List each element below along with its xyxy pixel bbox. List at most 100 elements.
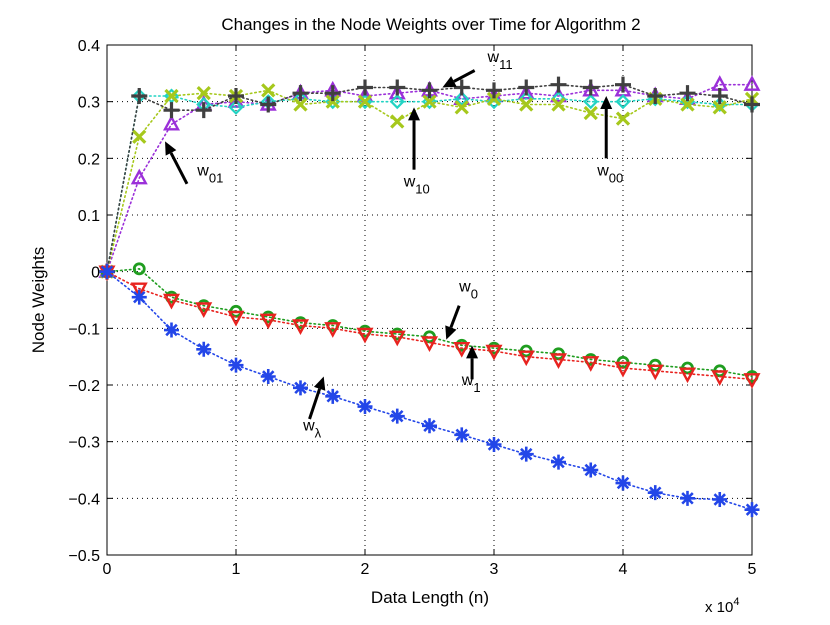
marker-triangle-down <box>711 370 729 387</box>
marker-plus <box>453 79 470 96</box>
marker-x <box>390 114 405 129</box>
marker-circle <box>132 262 146 276</box>
marker-x <box>132 129 147 144</box>
marker-plus <box>679 85 696 102</box>
marker-asterisk <box>325 388 341 404</box>
marker-plus <box>195 102 212 119</box>
marker-asterisk <box>486 437 502 452</box>
marker-plus <box>421 82 438 99</box>
marker-triangle-down <box>324 322 342 338</box>
marker-asterisk <box>422 418 437 434</box>
marker-plus <box>357 79 373 96</box>
annotation-label: w11 <box>487 49 513 72</box>
grid <box>107 45 752 555</box>
marker-asterisk <box>551 454 566 470</box>
x-axis-label: Data Length (n) <box>371 588 489 607</box>
marker-triangle-down <box>517 350 535 367</box>
chart-title: Changes in the Node Weights over Time fo… <box>221 15 640 34</box>
y-tick-label: 0.3 <box>78 95 100 112</box>
marker-plus <box>324 85 341 102</box>
annotation-base: w <box>458 279 471 296</box>
marker-asterisk <box>518 446 534 462</box>
annotation-subscript: 01 <box>209 170 223 185</box>
series-w1 <box>98 265 761 389</box>
arrow-shaft <box>453 69 476 83</box>
arrow-head <box>408 107 421 121</box>
marker-diamond <box>228 99 244 115</box>
marker-triangle-down <box>356 327 374 344</box>
marker-plus <box>615 76 631 93</box>
marker-triangle-up <box>130 168 148 185</box>
annotation-label: w01 <box>196 162 223 185</box>
series-w0 <box>100 262 759 383</box>
marker-x <box>680 97 695 112</box>
marker-asterisk <box>293 380 308 396</box>
series-w00 <box>99 83 760 279</box>
marker-x <box>583 105 598 121</box>
annotation-label: wλ <box>302 417 322 440</box>
marker-asterisk <box>357 399 373 415</box>
annotation-subscript: 10 <box>415 182 429 197</box>
marker-diamond <box>615 94 631 110</box>
y-tick-label: −0.5 <box>68 548 100 565</box>
marker-triangle-down <box>549 353 568 370</box>
annotation-w1: w1 <box>461 345 481 395</box>
annotation-label: w10 <box>403 174 430 197</box>
plot-frame <box>106 44 753 556</box>
annotation-w10: w10 <box>403 107 430 197</box>
annotation-w0: w0 <box>445 279 478 340</box>
marker-triangle-down <box>614 361 632 378</box>
marker-x <box>615 111 631 126</box>
annotation-w00: w00 <box>596 96 623 185</box>
marker-triangle-down <box>646 364 664 381</box>
series-line <box>106 270 753 511</box>
annotation-base: w <box>403 174 416 191</box>
annotation-subscript: λ <box>315 425 322 440</box>
marker-x <box>293 97 308 112</box>
series-line <box>106 270 753 381</box>
x-tick-label: 2 <box>361 561 370 578</box>
marker-asterisk <box>131 289 147 305</box>
marker-diamond <box>454 91 470 107</box>
marker-asterisk <box>744 502 760 518</box>
marker-plus <box>260 96 277 113</box>
marker-triangle-down <box>743 373 761 389</box>
annotation-base: w <box>596 162 609 179</box>
marker-x <box>712 100 727 115</box>
marker-diamond <box>389 94 405 110</box>
marker-plus <box>486 82 502 99</box>
marker-plus <box>131 88 148 104</box>
marker-x <box>357 94 373 109</box>
marker-plus <box>389 79 406 96</box>
arrow-head <box>165 141 177 156</box>
marker-triangle-up <box>743 75 761 91</box>
marker-plus <box>550 76 567 93</box>
arrow-head <box>313 376 326 391</box>
annotation-subscript: 0 <box>471 287 478 302</box>
annotation-subscript: 11 <box>499 57 513 72</box>
arrow-head <box>442 76 457 88</box>
marker-asterisk <box>615 475 631 491</box>
marker-x <box>325 94 340 109</box>
annotation-base: w <box>487 49 500 66</box>
marker-triangle-down <box>420 336 439 353</box>
marker-plus <box>711 88 728 104</box>
marker-plus <box>582 79 599 96</box>
marker-x <box>261 83 276 98</box>
arrow-shaft <box>308 388 322 420</box>
x-tick-label: 5 <box>748 561 757 578</box>
annotation-base: w <box>302 417 315 434</box>
annotation-base: w <box>461 372 474 389</box>
marker-triangle-down <box>678 367 697 384</box>
annotation-label: w0 <box>458 279 478 302</box>
annotation-base: w <box>196 162 209 179</box>
annotation-label: w1 <box>461 372 481 395</box>
x-multiplier-exponent: 4 <box>733 596 739 608</box>
marker-plus <box>163 102 180 119</box>
marker-asterisk <box>260 369 276 384</box>
y-tick-label: −0.1 <box>68 321 100 338</box>
marker-triangle-down <box>388 330 406 347</box>
marker-triangle-down <box>130 282 148 299</box>
